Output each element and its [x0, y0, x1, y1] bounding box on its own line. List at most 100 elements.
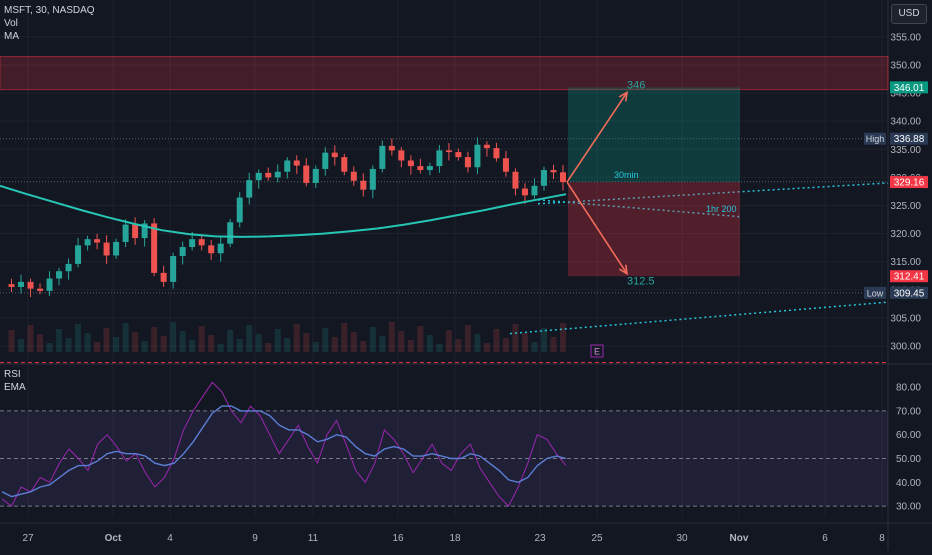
volume-bar	[189, 340, 196, 352]
candle-body	[56, 271, 63, 279]
projection-arrow-down	[566, 181, 628, 275]
candle-body	[388, 145, 395, 151]
ema-label[interactable]: EMA	[4, 382, 26, 393]
earnings-box	[590, 344, 604, 358]
candle-body	[227, 222, 234, 244]
volume-bar	[217, 344, 224, 352]
price-tag-value: 329.16	[894, 178, 925, 189]
price-tag-label-bg	[864, 286, 886, 299]
volume-bar	[540, 328, 547, 352]
x-tick-label: 23	[534, 533, 546, 544]
x-tick-label: 27	[22, 533, 34, 544]
x-tick-label: 9	[252, 533, 258, 544]
y-tick-label: 345.00	[890, 89, 921, 100]
y-tick-label: 350.00	[890, 60, 921, 71]
y-tick-label: 300.00	[890, 341, 921, 352]
trendline-upper	[537, 182, 889, 205]
projection-arrow-up	[566, 91, 628, 183]
candle-body	[217, 243, 224, 254]
candle-body	[417, 166, 424, 171]
x-tick-label: Oct	[105, 533, 122, 544]
ma-label[interactable]: MA	[4, 31, 19, 42]
y-tick-label: 325.00	[890, 201, 921, 212]
volume-bar	[293, 324, 300, 352]
rsi-tick-label: 50.00	[896, 454, 921, 465]
candle-body	[132, 224, 139, 239]
candle-body	[189, 239, 196, 248]
volume-bar	[312, 342, 319, 352]
candle-body	[65, 263, 72, 272]
volume-bar	[122, 323, 129, 352]
candle-body	[8, 284, 15, 287]
price-tag-bg	[890, 270, 928, 283]
symbol-line[interactable]: MSFT, 30, NASDAQ	[4, 5, 95, 16]
candle-body	[426, 166, 433, 171]
volume-bar	[179, 331, 186, 352]
candle-body	[179, 247, 186, 257]
candle-body	[94, 239, 101, 243]
rsi-tick-label: 30.00	[896, 502, 921, 513]
volume-bar	[417, 326, 424, 352]
candle-body	[141, 223, 148, 239]
candle-body	[208, 245, 215, 254]
volume-bar	[379, 336, 386, 352]
candle-body	[312, 168, 319, 183]
candle-body	[198, 239, 205, 246]
volume-bar	[274, 329, 281, 352]
volume-bar	[474, 334, 481, 352]
rsi-label[interactable]: RSI	[4, 369, 21, 380]
candle-body	[27, 281, 34, 289]
vol-label[interactable]: Vol	[4, 18, 18, 29]
candle-body	[18, 281, 25, 287]
volume-bar	[151, 327, 158, 352]
volume-bar	[37, 334, 44, 352]
rsi-tick-label: 60.00	[896, 430, 921, 441]
currency-button[interactable]: USD	[891, 4, 927, 24]
rsi-ema-line	[1, 405, 567, 498]
candle-body	[37, 288, 44, 291]
x-tick-label: 16	[392, 533, 404, 544]
ma-line	[0, 184, 567, 238]
volume-bar	[369, 327, 376, 352]
candle-body	[113, 241, 120, 256]
volume-bar	[341, 323, 348, 352]
candle-body	[293, 160, 300, 166]
price-tag-bg	[890, 81, 928, 94]
volume-bar	[350, 332, 357, 352]
candle-body	[322, 152, 329, 169]
volume-bar	[398, 331, 405, 352]
candle-body	[455, 152, 462, 158]
candle-body	[331, 152, 338, 158]
candle-body	[170, 256, 177, 282]
candle-body	[540, 170, 547, 186]
volume-bar	[75, 324, 82, 352]
candle-body	[360, 180, 367, 190]
volume-bar	[360, 341, 367, 352]
candle-body	[350, 171, 357, 181]
ma-label-30min: 30min	[614, 170, 639, 180]
volume-bar	[464, 325, 471, 352]
volume-bar	[407, 340, 414, 352]
candle-body	[255, 172, 262, 181]
candle-body	[265, 172, 272, 178]
volume-bar	[8, 330, 15, 352]
y-tick-label: 305.00	[890, 313, 921, 324]
candle-body	[246, 180, 253, 198]
volume-bar	[303, 333, 310, 352]
earnings-marker: E	[590, 344, 604, 358]
x-tick-label: 8	[879, 533, 885, 544]
candle-body	[160, 272, 167, 282]
x-tick-label: 30	[676, 533, 688, 544]
candle-body	[398, 150, 405, 161]
candle-body	[550, 170, 557, 173]
volume-bar	[236, 339, 243, 352]
loss-zone	[568, 182, 740, 277]
candle-body	[46, 278, 53, 291]
volume-bar	[227, 330, 234, 352]
volume-bar	[160, 336, 167, 352]
volume-bar	[198, 326, 205, 352]
profit-zone	[568, 87, 740, 183]
volume-bar	[550, 337, 557, 352]
